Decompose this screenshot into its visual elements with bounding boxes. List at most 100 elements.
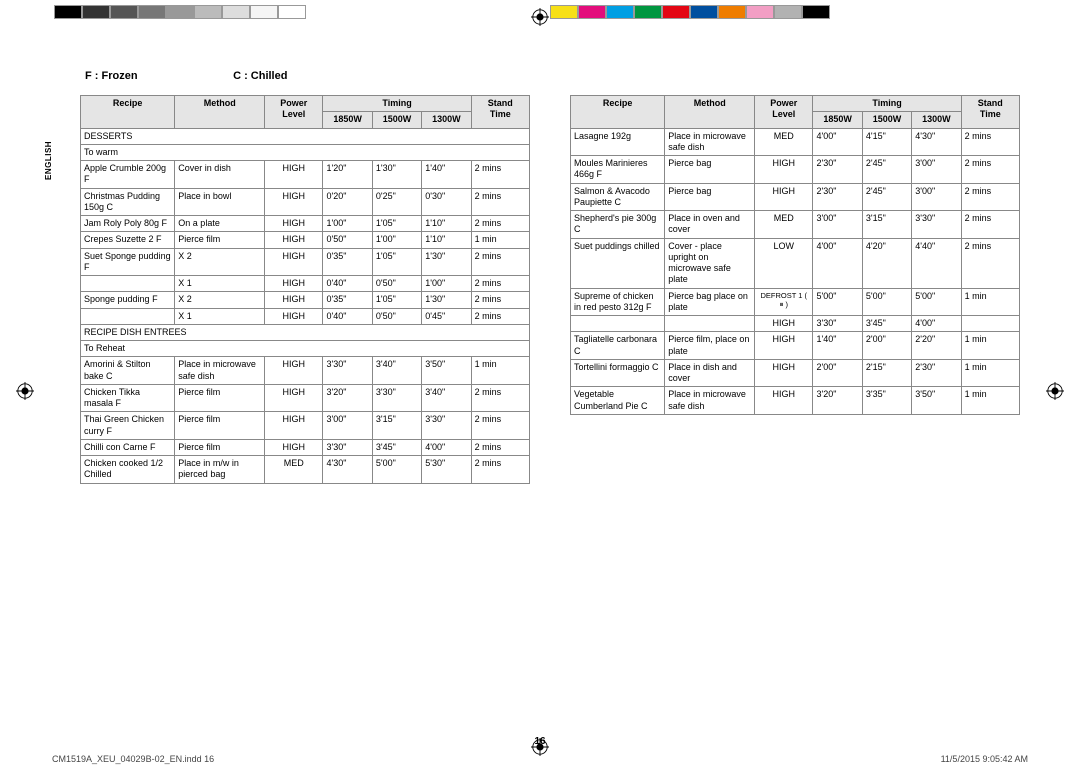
cell-method: Place in microwave safe dish xyxy=(665,128,755,156)
cell-stand: 1 min xyxy=(471,357,529,385)
swatch xyxy=(606,5,634,19)
table-row: Chicken cooked 1/2 Chilled Place in m/w … xyxy=(81,456,530,484)
swatch xyxy=(662,5,690,19)
cell-1850: 2'30" xyxy=(813,156,862,184)
table-row: Shepherd's pie 300g C Place in oven and … xyxy=(571,211,1020,239)
cell-recipe: Amorini & Stilton bake C xyxy=(81,357,175,385)
th-recipe: Recipe xyxy=(81,96,175,129)
swatch xyxy=(774,5,802,19)
swatch xyxy=(194,5,222,19)
section-row: To warm xyxy=(81,144,530,160)
table-row: Chilli con Carne F Pierce film HIGH 3'30… xyxy=(81,439,530,455)
cell-stand: 1 min xyxy=(961,387,1019,415)
cell-recipe xyxy=(571,316,665,332)
cell-1500: 0'50" xyxy=(372,276,421,292)
section-cell: RECIPE DISH ENTREES xyxy=(81,324,530,340)
swatch xyxy=(82,5,110,19)
cell-1850: 3'20" xyxy=(813,387,862,415)
swatch xyxy=(746,5,774,19)
cell-method: Pierce film, place on plate xyxy=(665,332,755,360)
table-row: Jam Roly Poly 80g F On a plate HIGH 1'00… xyxy=(81,216,530,232)
cell-recipe: Vegetable Cumberland Pie C xyxy=(571,387,665,415)
cell-1300: 1'30" xyxy=(422,292,471,308)
cell-recipe: Chilli con Carne F xyxy=(81,439,175,455)
cell-power: MED xyxy=(755,128,813,156)
th-1500: 1500W xyxy=(862,112,911,128)
th-1500: 1500W xyxy=(372,112,421,128)
cell-1300: 0'45" xyxy=(422,308,471,324)
cell-1500: 5'00" xyxy=(862,288,911,316)
cell-power: HIGH xyxy=(265,161,323,189)
th-method: Method xyxy=(175,96,265,129)
cell-recipe: Thai Green Chicken curry F xyxy=(81,412,175,440)
cell-method: Pierce bag xyxy=(665,156,755,184)
swatch xyxy=(54,5,82,19)
swatch xyxy=(718,5,746,19)
cell-recipe xyxy=(81,308,175,324)
page-body: F : Frozen C : Chilled ENGLISH Recipe Me… xyxy=(50,60,1030,722)
cell-stand: 1 min xyxy=(961,359,1019,387)
cell-power: HIGH xyxy=(265,412,323,440)
cell-method: Pierce film xyxy=(175,412,265,440)
swatch xyxy=(278,5,306,19)
cell-method: X 1 xyxy=(175,308,265,324)
cell-recipe: Salmon & Avacodo Paupiette C xyxy=(571,183,665,211)
cell-method: Pierce film xyxy=(175,384,265,412)
cell-1300: 3'30" xyxy=(912,211,961,239)
table-row: Thai Green Chicken curry F Pierce film H… xyxy=(81,412,530,440)
cell-1850: 0'20" xyxy=(323,188,372,216)
table-row: Apple Crumble 200g F Cover in dish HIGH … xyxy=(81,161,530,189)
table-row: Lasagne 192g Place in microwave safe dis… xyxy=(571,128,1020,156)
cell-stand: 2 mins xyxy=(961,211,1019,239)
footer-filename: CM1519A_XEU_04029B-02_EN.indd 16 xyxy=(52,754,214,764)
cell-1500: 5'00" xyxy=(372,456,421,484)
cell-1500: 2'45" xyxy=(862,156,911,184)
reg-mark-top xyxy=(529,6,551,28)
table-row: X 1 HIGH 0'40" 0'50" 0'45" 2 mins xyxy=(81,308,530,324)
table-row: Tortellini formaggio C Place in dish and… xyxy=(571,359,1020,387)
cell-stand: 2 mins xyxy=(471,456,529,484)
th-1300: 1300W xyxy=(422,112,471,128)
cell-recipe: Chicken cooked 1/2 Chilled xyxy=(81,456,175,484)
cell-1850: 3'30" xyxy=(323,439,372,455)
cell-1850: 2'30" xyxy=(813,183,862,211)
cell-recipe: Lasagne 192g xyxy=(571,128,665,156)
cell-stand: 1 min xyxy=(961,332,1019,360)
cell-power: HIGH xyxy=(265,248,323,276)
swatch xyxy=(802,5,830,19)
cell-1850: 4'30" xyxy=(323,456,372,484)
cell-1500: 1'05" xyxy=(372,248,421,276)
cell-stand: 2 mins xyxy=(961,156,1019,184)
cell-method: Place in dish and cover xyxy=(665,359,755,387)
print-colorbar-left xyxy=(54,5,306,19)
cell-1500: 3'30" xyxy=(372,384,421,412)
table-row: Supreme of chicken in red pesto 312g F P… xyxy=(571,288,1020,316)
cell-recipe: Tagliatelle carbonara C xyxy=(571,332,665,360)
cell-method: Place in oven and cover xyxy=(665,211,755,239)
cell-stand: 2 mins xyxy=(471,384,529,412)
cell-power: DEFROST 1 ( ⏸ ) xyxy=(755,288,813,316)
language-tab: ENGLISH xyxy=(44,141,53,180)
cell-1500: 2'45" xyxy=(862,183,911,211)
cell-stand: 1 min xyxy=(471,232,529,248)
print-colorbar-right xyxy=(550,5,830,19)
cell-1500: 3'35" xyxy=(862,387,911,415)
cell-1300: 3'30" xyxy=(422,412,471,440)
cell-power: HIGH xyxy=(265,232,323,248)
table-row: X 1 HIGH 0'40" 0'50" 1'00" 2 mins xyxy=(81,276,530,292)
cell-power: HIGH xyxy=(265,439,323,455)
th-power: Power Level xyxy=(265,96,323,129)
cell-1850: 0'50" xyxy=(323,232,372,248)
cell-1500: 4'15" xyxy=(862,128,911,156)
cell-1300: 4'00" xyxy=(912,316,961,332)
cell-method: Pierce film xyxy=(175,439,265,455)
swatch xyxy=(222,5,250,19)
page-number: 16 xyxy=(50,736,1030,747)
table-row: Suet puddings chilled Cover - place upri… xyxy=(571,238,1020,288)
cell-1500: 3'40" xyxy=(372,357,421,385)
cell-1850: 3'30" xyxy=(323,357,372,385)
cell-1500: 1'05" xyxy=(372,216,421,232)
cell-1300: 1'40" xyxy=(422,161,471,189)
swatch xyxy=(138,5,166,19)
left-column: Recipe Method Power Level Timing Stand T… xyxy=(80,95,530,484)
